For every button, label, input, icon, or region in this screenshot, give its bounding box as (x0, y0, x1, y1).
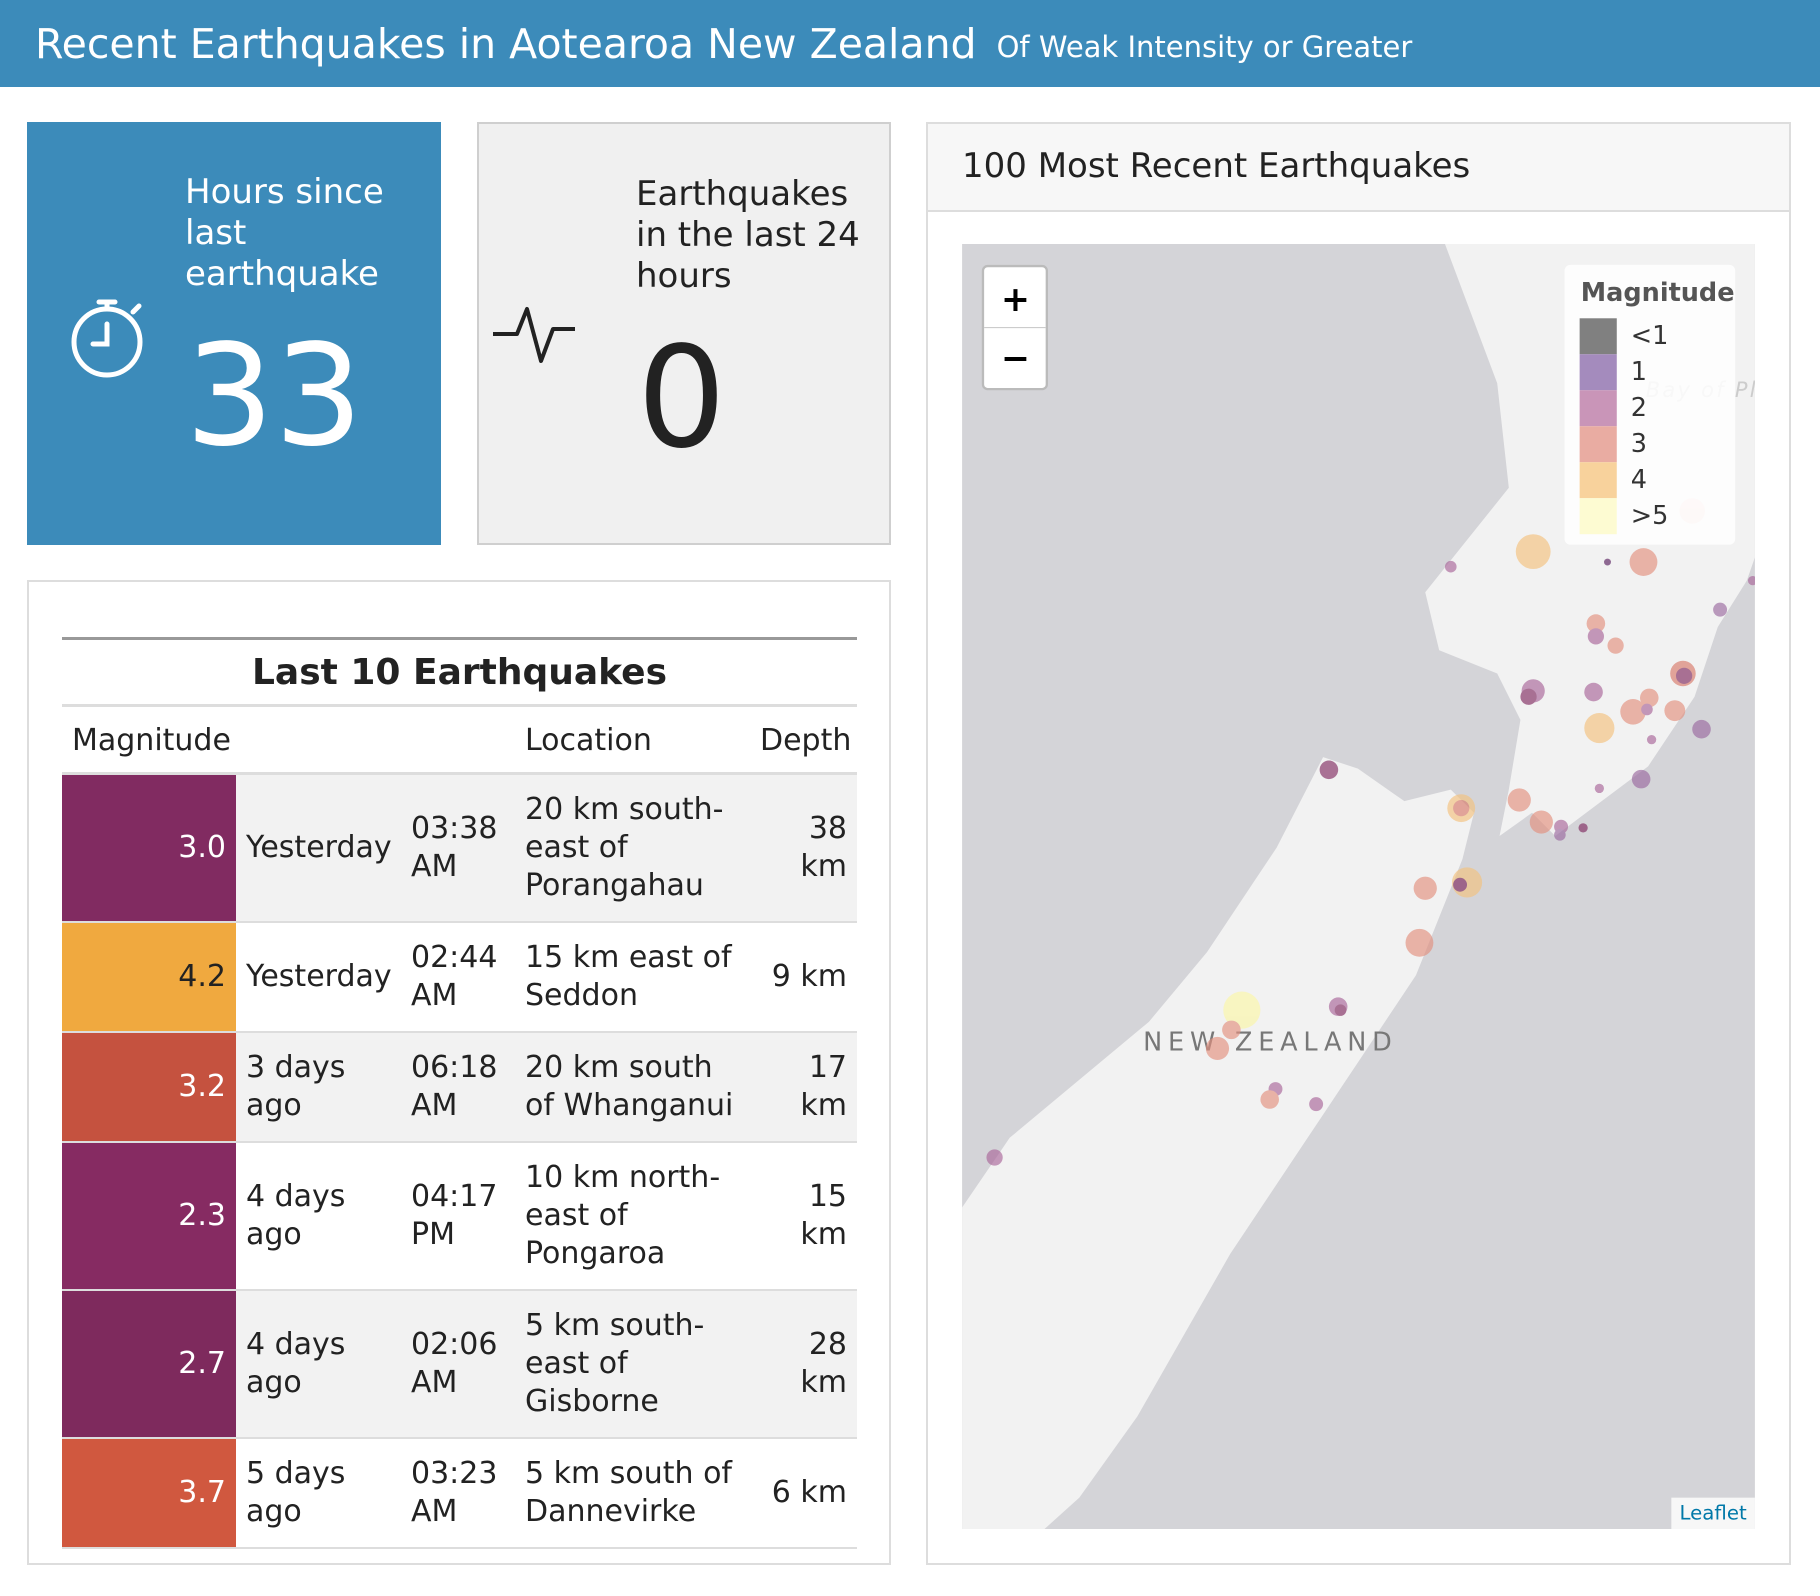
map-label: NEW ZEALAND (1143, 1028, 1397, 1058)
legend-swatch (1579, 462, 1617, 499)
table-panel: Last 10 Earthquakes Magnitude Location D… (27, 580, 891, 1565)
value-box: Earthquakes in the last 24 hours 0 (477, 122, 891, 545)
value-box-value: 0 (637, 317, 727, 480)
value-box-label: Hours since last earthquake (185, 172, 384, 294)
zoom-in[interactable]: + (1001, 280, 1030, 320)
column-header: Depth (750, 709, 857, 775)
depth-cell: 28 km (750, 1289, 857, 1439)
table-title: Last 10 Earthquakes (62, 637, 857, 707)
magnitude-cell: 3.0 (62, 773, 236, 923)
attribution[interactable]: Leaflet (1680, 1501, 1747, 1524)
location-cell: 5 km south-east of Gisborne (515, 1289, 750, 1439)
value-box: Hours since last earthquake 33 (27, 122, 441, 545)
day-cell: 3 days ago (236, 1031, 401, 1143)
location-cell: 20 km south of Whanganui (515, 1031, 750, 1143)
header-subtitle: Of Weak Intensity or Greater (996, 29, 1413, 64)
location-cell: 20 km south-east of Porangahau (515, 773, 750, 923)
legend-label: 2 (1631, 393, 1647, 423)
stopwatch-icon (71, 299, 143, 378)
time-cell: 04:17 PM (401, 1141, 515, 1291)
legend-label: 4 (1631, 465, 1647, 495)
table-row: 3.7 5 days ago 03:23 AM 5 km south of Danne… (62, 1437, 857, 1549)
depth-cell: 17 km (750, 1031, 857, 1143)
location-cell: 5 km south of Dannevirke (515, 1437, 750, 1549)
map-panel: 100 Most Recent Earthquakes Bay of Ple N… (926, 122, 1791, 1565)
time-cell: 02:06 AM (401, 1289, 515, 1439)
header: Recent Earthquakes in Aotearoa New Zeala… (0, 0, 1820, 87)
pulse-icon (493, 307, 575, 363)
depth-cell: 9 km (750, 921, 857, 1033)
legend-label: >5 (1631, 501, 1669, 531)
legend-label: <1 (1631, 321, 1669, 351)
magnitude-cell: 3.2 (62, 1031, 236, 1143)
legend-swatch (1579, 498, 1617, 535)
location-cell: 10 km north-east of Pongaroa (515, 1141, 750, 1291)
time-cell: 03:38 AM (401, 773, 515, 923)
table-row: 3.2 3 days ago 06:18 AM 20 km south of Whan… (62, 1031, 857, 1143)
table-row: 4.2 Yesterday 02:44 AM 15 km east of Seddon… (62, 921, 857, 1033)
table-row: 2.3 4 days ago 04:17 PM 10 km north-east of… (62, 1141, 857, 1291)
legend-label: 1 (1631, 357, 1647, 387)
legend: Magnitude <1 1 2 3 4 >5 (1564, 264, 1736, 545)
magnitude-cell: 4.2 (62, 921, 236, 1033)
zoom-out[interactable]: − (1001, 339, 1030, 379)
column-header: Magnitude (62, 709, 236, 775)
zoom-control: + − (981, 264, 1048, 391)
depth-cell: 38 km (750, 773, 857, 923)
value-box-value: 33 (185, 315, 364, 478)
table-row: 2.7 4 days ago 02:06 AM 5 km south-east of … (62, 1289, 857, 1439)
day-cell: 4 days ago (236, 1289, 401, 1439)
header-row: Magnitude Location Depth (62, 709, 857, 775)
header-title: Recent Earthquakes in Aotearoa New Zeala… (35, 19, 977, 68)
time-cell: 02:44 AM (401, 921, 515, 1033)
map[interactable]: Bay of Ple NEW ZEALAND + − Magnitude <11… (962, 244, 1755, 1529)
earthquake-table: Magnitude Location Depth 3.0 Yesterday 03:… (62, 709, 857, 1549)
magnitude-cell: 3.7 (62, 1437, 236, 1549)
legend-swatch (1579, 318, 1617, 355)
south-island (962, 757, 1474, 1529)
magnitude-cell: 2.7 (62, 1289, 236, 1439)
location-cell: 15 km east of Seddon (515, 921, 750, 1033)
legend-label: 3 (1631, 429, 1647, 459)
day-cell: Yesterday (236, 921, 401, 1033)
magnitude-cell: 2.3 (62, 1141, 236, 1291)
earthquake-markers (986, 498, 1755, 1166)
attribution-box (1671, 1497, 1755, 1529)
map-title: 100 Most Recent Earthquakes (928, 124, 1789, 212)
legend-swatch (1579, 354, 1617, 391)
column-header: Location (515, 709, 750, 775)
depth-cell: 15 km (750, 1141, 857, 1291)
table-row: 3.0 Yesterday 03:38 AM 20 km south-east of … (62, 773, 857, 923)
day-cell: Yesterday (236, 773, 401, 923)
day-cell: 5 days ago (236, 1437, 401, 1549)
day-cell: 4 days ago (236, 1141, 401, 1291)
time-cell: 06:18 AM (401, 1031, 515, 1143)
legend-swatch (1579, 426, 1617, 463)
depth-cell: 6 km (750, 1437, 857, 1549)
value-box-label: Earthquakes in the last 24 hours (636, 174, 860, 296)
legend-title: Magnitude (1581, 278, 1735, 308)
time-cell: 03:23 AM (401, 1437, 515, 1549)
legend-swatch (1579, 390, 1617, 427)
